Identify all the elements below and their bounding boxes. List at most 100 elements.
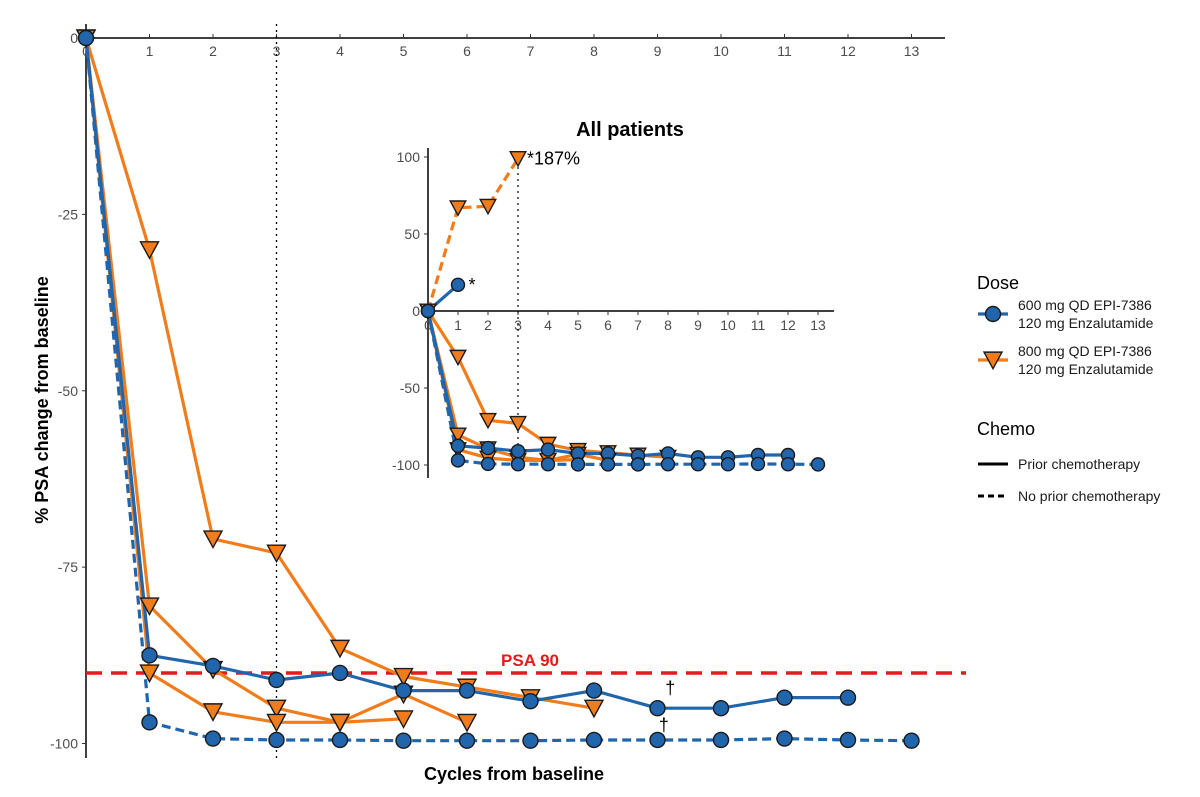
inset-y-tick-label: 100 (397, 149, 421, 165)
inset-series-6-point-5 (570, 457, 586, 472)
inset-series-3-point-1 (449, 427, 467, 444)
y-tick-label: -100 (50, 736, 78, 752)
legend-dose-label-600-line1: 600 mg QD EPI-7386 (1018, 297, 1152, 313)
main-series-1-point-3 (266, 699, 287, 719)
inset-series-5-point-3 (510, 443, 526, 459)
y-tick-label: 0 (70, 30, 78, 46)
main-series-3-point-11 (776, 689, 793, 706)
main-series-4-point-7 (522, 732, 539, 749)
inset-series-5-point-2 (480, 440, 496, 456)
inset-series-2-point-1 (449, 349, 467, 367)
inset-x-tick-label: 12 (780, 317, 796, 333)
main-series-1-point-5 (393, 710, 414, 729)
main-series-4-point-4 (331, 731, 349, 749)
main-series-4-point-6 (458, 732, 476, 749)
inset-plot: All patients012345678910111213100500-50-… (392, 119, 834, 478)
inset-series-6-point-12 (780, 457, 796, 472)
x-tick-label: 11 (777, 43, 792, 59)
x-tick-label: 13 (904, 43, 920, 59)
main-series-3-point-12 (839, 689, 857, 706)
legend-dose-title: Dose (977, 273, 1019, 293)
legend-dose-marker-600 (984, 305, 1002, 323)
inset-series-0-point-1 (449, 200, 467, 217)
main-series-4-point-12 (839, 731, 857, 749)
main-series-3-point-8 (585, 682, 603, 699)
main-series-3-point-2 (204, 657, 222, 675)
x-axis-title: Cycles from baseline (424, 764, 604, 784)
inset-x-tick-label: 5 (574, 317, 582, 333)
x-tick-label: 2 (209, 43, 217, 59)
inset-x-tick-label: 7 (634, 317, 642, 333)
inset-series-6-point-0 (420, 303, 436, 319)
main-series-0-point-1 (139, 241, 160, 260)
inset-series-6-point-8 (660, 457, 676, 472)
inset-series-6-point-3 (510, 457, 526, 472)
inset-series-5-point-4 (540, 442, 556, 457)
inset-x-tick-label: 13 (810, 317, 826, 333)
legend-chemo-label-prior: Prior chemotherapy (1018, 456, 1140, 472)
x-tick-label: 10 (713, 43, 729, 59)
inset-series-6-point-13 (810, 457, 826, 472)
main-series-4-point-9 (649, 731, 666, 749)
main-series-2-point-6 (456, 713, 478, 733)
main-series-0-point-4 (329, 639, 351, 659)
legend-chemo-title: Chemo (977, 419, 1035, 439)
x-tick-label: 4 (336, 43, 344, 59)
y-axis-title: % PSA change from baseline (32, 276, 52, 523)
main-series-3-point-7 (522, 692, 539, 710)
main-series-line-1 (84, 37, 404, 724)
inset-x-tick-label: 6 (604, 317, 612, 333)
y-tick-label: -50 (58, 383, 78, 399)
inset-annotation-1: * (469, 275, 476, 295)
x-tick-label: 3 (273, 43, 281, 59)
main-annotation-1: † (659, 715, 669, 735)
inset-title: All patients (576, 119, 684, 141)
inset-series-6-point-2 (480, 456, 496, 472)
inset-series-0-point-2 (479, 198, 497, 216)
x-tick-label: 8 (590, 43, 598, 59)
inset-x-tick-label: 4 (544, 317, 552, 333)
inset-series-6-point-4 (540, 457, 556, 472)
x-tick-label: 6 (463, 43, 471, 59)
inset-y-tick-label: 50 (404, 226, 420, 242)
inset-series-6-point-1 (450, 453, 466, 468)
psa90-label: PSA 90 (501, 651, 559, 670)
inset-series-6-point-7 (630, 457, 646, 472)
legend: Dose 600 mg QD EPI-7386 120 mg Enzalutamid… (977, 273, 1160, 504)
main-series-3-point-9 (649, 700, 666, 717)
y-tick-label: -25 (58, 206, 78, 222)
legend-dose-label-800-line2: 120 mg Enzalutamide (1018, 361, 1154, 377)
main-series-4-point-3 (268, 731, 285, 749)
main-series-3-point-5 (395, 682, 412, 699)
inset-y-tick-label: -100 (392, 457, 420, 473)
main-series-1-point-1 (139, 597, 160, 617)
inset-series-5-point-1 (450, 438, 466, 453)
main-series-4-point-8 (585, 731, 603, 749)
inset-x-tick-label: 2 (484, 317, 492, 333)
main-series-0-point-8 (583, 699, 605, 719)
inset-series-0-point-3 (509, 151, 527, 168)
inset-series-1-point-1 (450, 277, 466, 293)
inset-series-6-point-11 (750, 456, 766, 472)
main-series-4-point-5 (395, 732, 412, 749)
inset-x-tick-label: 0 (424, 317, 432, 333)
main-series-2-point-3 (266, 713, 287, 733)
inset-series-6-point-6 (600, 457, 616, 472)
x-tick-label: 1 (146, 43, 154, 59)
x-tick-label: 5 (400, 43, 408, 59)
main-series-4-point-11 (776, 730, 793, 747)
main-series-line-4 (84, 37, 912, 743)
main-series-2-point-1 (139, 664, 160, 684)
inset-x-tick-label: 11 (751, 317, 766, 333)
inset-y-tick-label: -50 (400, 380, 420, 396)
main-series-3-point-4 (331, 664, 349, 682)
inset-series-2-point-3 (509, 415, 527, 433)
y-tick-label: -75 (58, 559, 78, 575)
inset-x-tick-label: 1 (454, 317, 462, 333)
legend-dose-label-800-line1: 800 mg QD EPI-7386 (1018, 343, 1152, 359)
main-series-0-point-2 (202, 530, 224, 550)
inset-x-tick-label: 10 (720, 317, 736, 333)
main-series-3-point-6 (458, 682, 476, 699)
x-tick-label: 7 (527, 43, 535, 59)
